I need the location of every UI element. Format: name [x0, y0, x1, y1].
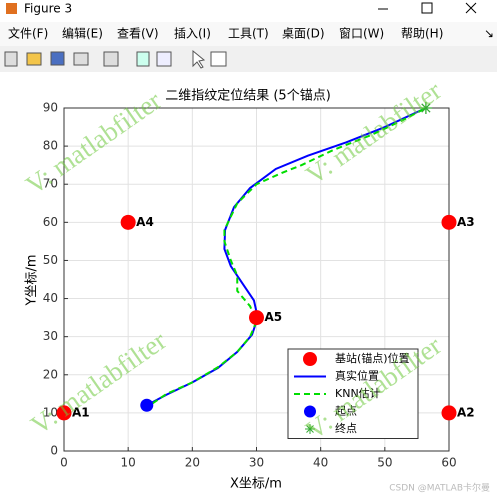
legend-label: 基站(锚点)位置 [335, 351, 410, 365]
x-tick-label: 50 [377, 456, 392, 470]
app-icon [6, 3, 17, 14]
menu-item[interactable]: 桌面(D) [282, 27, 325, 41]
tool-inspector[interactable] [210, 51, 227, 67]
x-tick-label: 30 [249, 456, 264, 470]
credit: CSDN @MATLAB卡尔曼 [389, 482, 490, 494]
axes-box [63, 107, 450, 452]
point-marker [419, 102, 432, 114]
point-marker [120, 214, 136, 230]
menu-item[interactable]: 编辑(E) [62, 26, 103, 41]
tool-open[interactable] [26, 52, 42, 66]
tool-new[interactable] [4, 51, 18, 67]
tool-pointer[interactable] [192, 49, 206, 69]
chart-title: 二维指纹定位结果 (5个锚点) [165, 89, 331, 104]
y-tick-label: 60 [43, 215, 58, 229]
legend-label: KNN估计 [335, 387, 381, 400]
menu-item[interactable]: 查看(V) [117, 27, 159, 41]
menu-item[interactable]: 窗口(W) [339, 27, 384, 41]
x-tick-label: 20 [185, 456, 200, 470]
x-tick-label: 60 [441, 456, 456, 470]
close-button[interactable] [465, 2, 477, 14]
y-tick-label: 10 [43, 405, 58, 419]
tool-colorbar[interactable] [136, 51, 150, 67]
title-bar [0, 0, 497, 18]
x-axis-label: X坐标/m [230, 477, 282, 492]
x-tick-label: 40 [313, 456, 328, 470]
point-marker [441, 214, 457, 230]
y-tick-label: 30 [43, 329, 58, 343]
menu-item[interactable]: 文件(F) [8, 26, 48, 41]
toolbar-icons [4, 49, 227, 69]
series-line [143, 107, 427, 410]
legend-label: 真实位置 [335, 369, 379, 383]
y-axis-label: Y坐标/m [25, 255, 40, 307]
legend-label: 终点 [335, 421, 357, 435]
legend-swatch [304, 405, 316, 418]
maximize-button[interactable] [421, 2, 433, 14]
menu-item[interactable]: 插入(I) [174, 27, 211, 41]
point-marker [140, 398, 154, 412]
tool-legend[interactable] [156, 51, 172, 67]
tool-save[interactable] [50, 51, 65, 66]
point-label: A4 [136, 215, 154, 229]
y-tick-label: 90 [43, 101, 58, 115]
tool-link[interactable] [103, 51, 119, 67]
menu-more[interactable]: ↘ [484, 27, 494, 41]
menu-item[interactable]: 帮助(H) [401, 27, 443, 41]
x-tick-label: 10 [121, 456, 136, 470]
x-tick-label: 0 [60, 456, 68, 470]
legend-label: 起点 [335, 405, 357, 418]
y-tick-label: 70 [43, 177, 58, 191]
point-marker [441, 405, 457, 421]
point-marker [249, 310, 264, 326]
y-tick-label: 50 [43, 253, 58, 267]
point-label: A3 [457, 215, 475, 229]
menu-item[interactable]: 工具(T) [228, 27, 269, 41]
point-label: A5 [265, 310, 283, 324]
y-tick-label: 0 [50, 444, 58, 458]
tool-print[interactable] [73, 52, 89, 66]
point-label: A1 [72, 405, 90, 419]
menu-bar [0, 22, 497, 46]
y-tick-label: 40 [43, 291, 58, 305]
y-tick-label: 80 [43, 139, 58, 153]
window-title: Figure 3 [24, 2, 72, 16]
y-tick-label: 20 [43, 367, 58, 381]
legend-swatch [305, 424, 315, 434]
point-label: A2 [457, 405, 475, 419]
point-marker [56, 405, 72, 421]
legend-swatch [303, 352, 317, 366]
